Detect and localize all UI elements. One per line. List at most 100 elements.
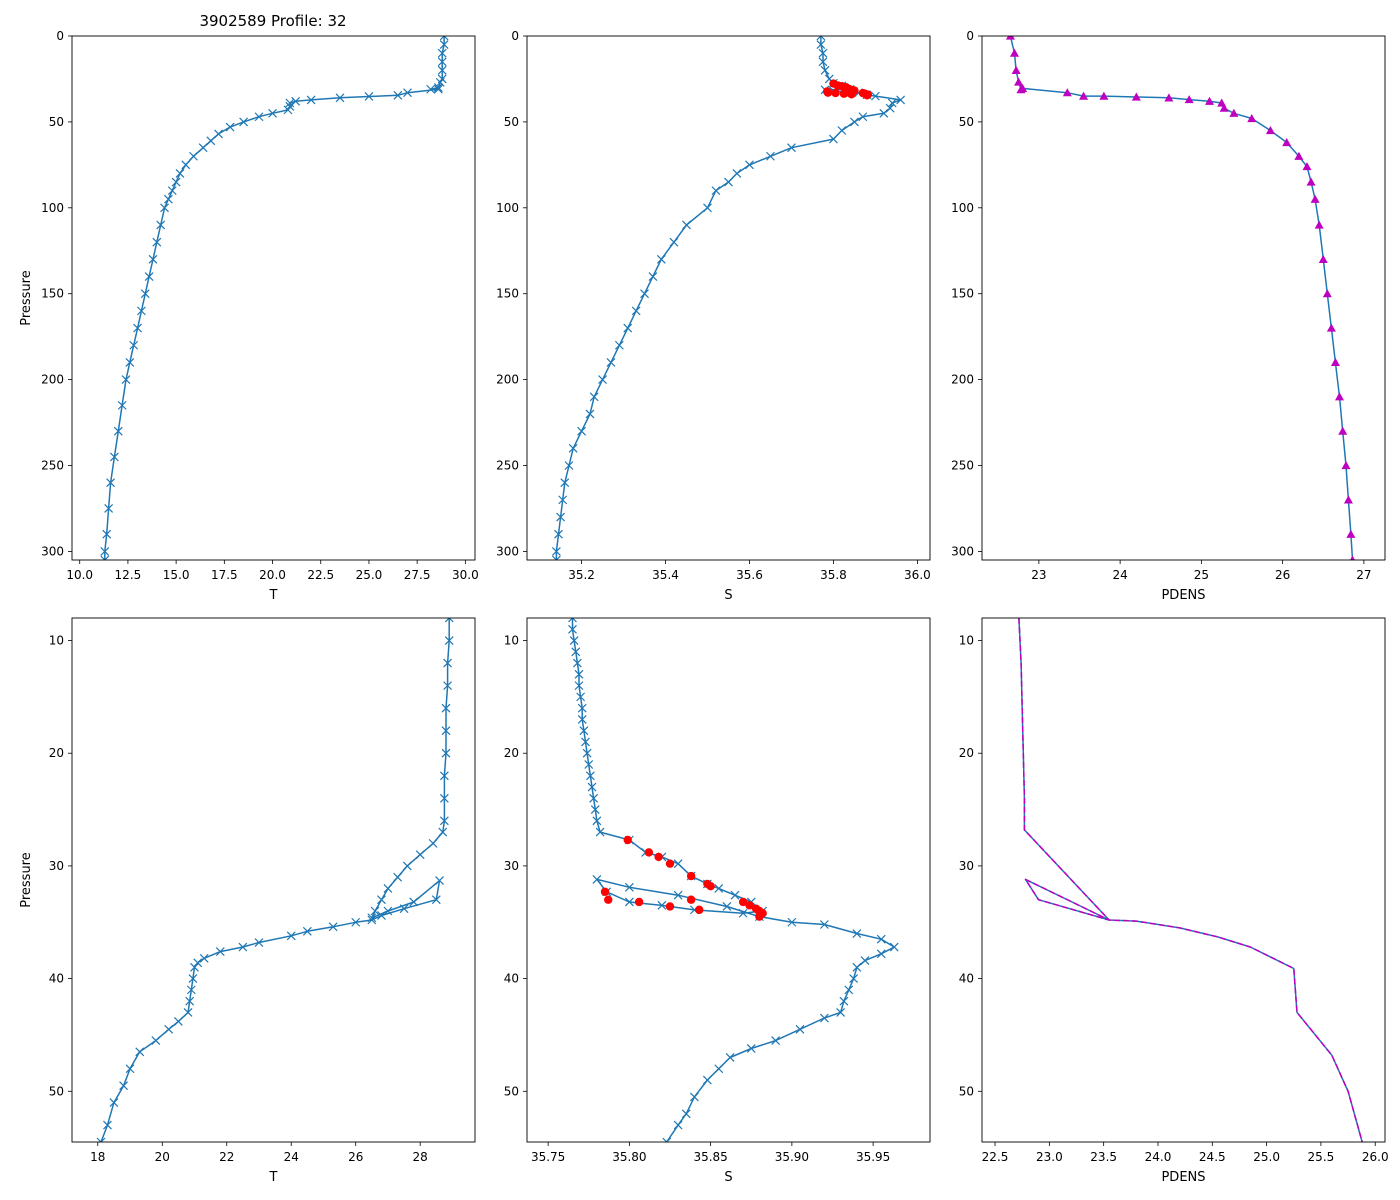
y-tick-label: 20 <box>49 746 64 760</box>
axes-frame <box>71 35 476 561</box>
data-point <box>614 340 624 350</box>
data-point <box>682 220 691 230</box>
subplot-bottom-s: 35.75 35.80 35.85 35.90 35.95 10 20 30 40 50 S <box>504 617 931 1185</box>
data-point <box>1219 103 1229 112</box>
data-point <box>592 875 602 884</box>
data-point <box>574 681 584 691</box>
data-point <box>286 931 296 941</box>
flagged-point <box>686 871 696 881</box>
data-point <box>433 84 443 94</box>
data-point <box>577 703 587 713</box>
x-axis-label: S <box>724 1170 732 1185</box>
data-point <box>577 714 587 724</box>
y-tick-label: 10 <box>504 634 519 648</box>
data-point <box>215 947 225 956</box>
y-tick-label: 40 <box>959 972 974 986</box>
series-line-0 <box>555 36 902 560</box>
x-axis-label: PDENS <box>1161 1170 1205 1185</box>
y-tick-label: 300 <box>41 544 64 558</box>
data-point <box>681 1109 691 1119</box>
axes-frame <box>981 35 1386 561</box>
data-point <box>183 1007 193 1017</box>
data-point <box>623 323 633 333</box>
data-point <box>598 375 607 385</box>
data-point <box>185 996 195 1006</box>
data-point <box>437 48 447 58</box>
data-point <box>560 478 570 488</box>
data-point <box>1322 289 1332 298</box>
x-tick-label: 20.0 <box>259 568 286 582</box>
data-point <box>190 962 199 972</box>
x-axis-label: T <box>269 1170 278 1185</box>
x-tick-label: 35.2 <box>568 568 595 582</box>
data-point <box>1330 357 1340 367</box>
data-point <box>428 838 438 848</box>
flagged-point <box>706 881 715 891</box>
data-point <box>1229 108 1239 117</box>
data-point <box>574 669 584 679</box>
data-point <box>129 340 139 350</box>
data-point <box>722 902 732 911</box>
y-tick-label: 250 <box>951 459 974 473</box>
data-point <box>148 254 158 264</box>
data-point <box>96 1137 106 1142</box>
x-tick-label: 18 <box>90 1150 105 1164</box>
data-point <box>582 748 592 758</box>
data-point <box>746 1044 756 1053</box>
data-point <box>876 934 886 944</box>
data-point <box>443 681 453 691</box>
x-tick-label: 23.5 <box>1090 1150 1117 1164</box>
data-point <box>1349 555 1356 560</box>
data-point <box>335 93 345 103</box>
data-point <box>766 151 775 161</box>
flagged-point <box>686 895 696 904</box>
data-point <box>102 529 112 539</box>
data-point <box>1343 495 1353 504</box>
plot-area <box>568 618 899 1142</box>
flagged-point <box>654 852 663 862</box>
y-tick-label: 20 <box>504 746 519 760</box>
data-point <box>673 859 683 869</box>
y-tick-label: 0 <box>56 29 64 43</box>
data-point <box>771 1036 781 1046</box>
data-point <box>188 974 198 984</box>
series-line-0 <box>100 618 450 1142</box>
y-tick-label: 0 <box>511 29 519 43</box>
data-point <box>1326 323 1336 332</box>
data-point <box>125 358 135 367</box>
data-point <box>640 289 649 299</box>
data-point <box>377 911 386 920</box>
x-tick-label: 22.5 <box>982 1150 1009 1164</box>
y-tick-label: 0 <box>966 29 974 43</box>
data-point <box>439 36 449 41</box>
data-point <box>711 186 721 196</box>
data-point <box>1205 96 1214 105</box>
data-point <box>568 443 578 453</box>
data-point <box>439 40 449 50</box>
data-point <box>106 478 115 488</box>
y-tick-label: 300 <box>951 544 974 558</box>
x-tick-label: 24 <box>284 1150 299 1164</box>
data-point <box>268 108 277 118</box>
data-point <box>702 1075 712 1085</box>
data-point <box>306 95 316 105</box>
data-point <box>171 177 181 187</box>
data-point <box>585 409 595 419</box>
x-tick-label: 35.90 <box>775 1150 809 1164</box>
data-point <box>151 1036 161 1046</box>
data-point <box>125 1064 135 1074</box>
data-point <box>443 658 453 668</box>
data-point <box>1341 461 1351 470</box>
data-point <box>589 392 599 402</box>
plot-area <box>1005 36 1356 560</box>
figure-title: 3902589 Profile: 32 <box>199 12 346 30</box>
flagged-point <box>862 91 872 100</box>
data-point <box>377 895 386 905</box>
data-point <box>585 771 595 781</box>
data-point <box>745 160 754 170</box>
data-point <box>568 618 577 623</box>
data-point <box>441 703 451 713</box>
data-point <box>839 996 849 1006</box>
x-tick-label: 35.6 <box>736 568 763 582</box>
data-point <box>109 452 119 462</box>
